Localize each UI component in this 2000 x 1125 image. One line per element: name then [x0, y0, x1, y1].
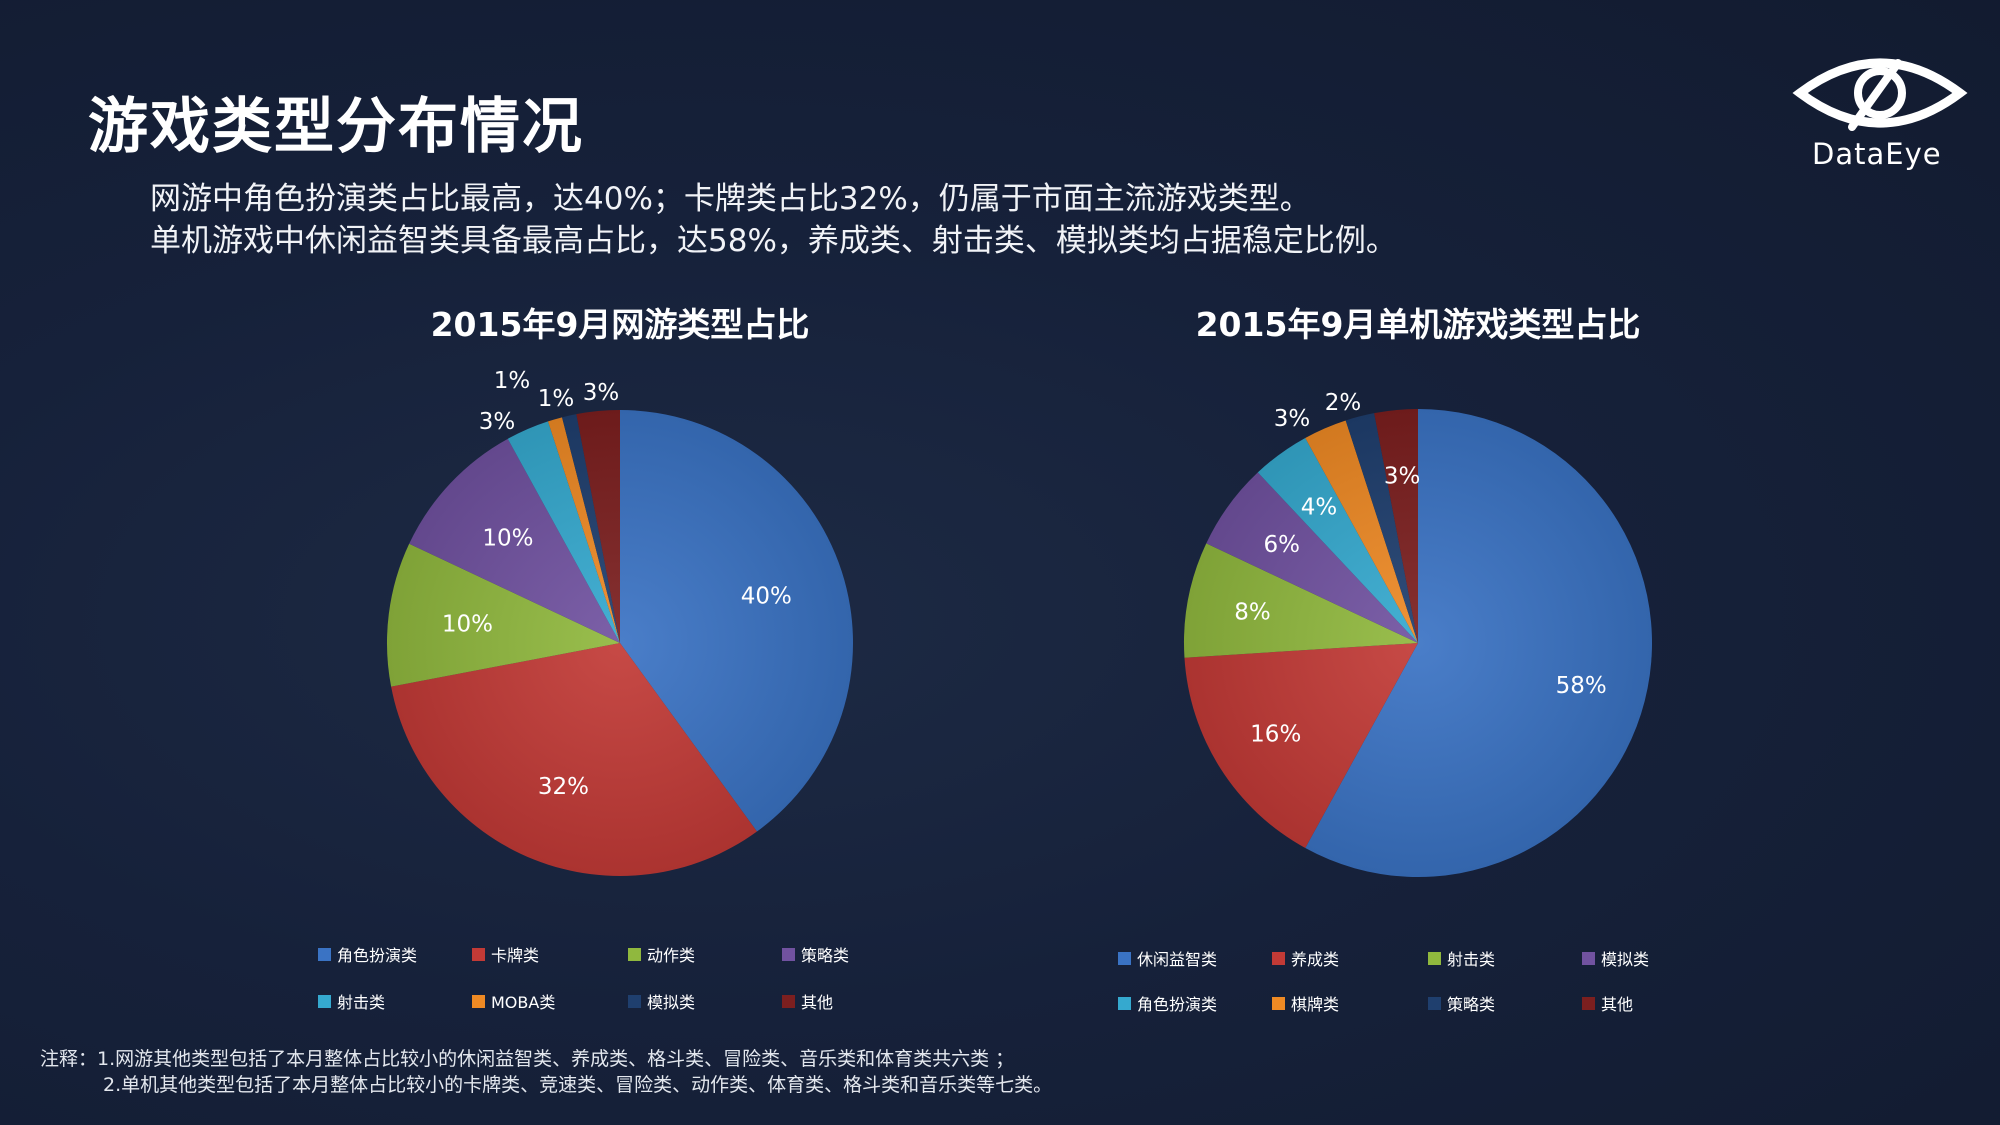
online-slice-6: [562, 414, 620, 643]
online-legend-item-7: 其他: [782, 989, 833, 1013]
single-slice-1: [1184, 643, 1418, 849]
single-data-label-7: 3%: [1384, 463, 1421, 489]
online-data-label-5: 1%: [494, 368, 531, 394]
dataeye-eye-icon: [1792, 58, 1968, 131]
legend-label: 其他: [1601, 995, 1634, 1014]
single-legend-item-5: 棋牌类: [1272, 991, 1339, 1015]
footnote: 注释：1.网游其他类型包括了本月整体占比较小的休闲益智类、养成类、格斗类、冒险类…: [40, 1046, 1052, 1098]
single-legend-item-3: 模拟类: [1582, 946, 1649, 970]
legend-label: MOBA类: [491, 993, 556, 1012]
legend-label: 模拟类: [1601, 950, 1650, 969]
legend-swatch: [782, 947, 795, 961]
online-slice-4: [507, 421, 620, 643]
legend-swatch: [472, 947, 485, 961]
legend-label: 动作类: [647, 946, 696, 965]
single-slice-4: [1257, 437, 1418, 643]
legend-swatch: [472, 994, 485, 1008]
legend-label: 其他: [801, 993, 834, 1012]
online-slice-7: [576, 410, 620, 643]
online-data-label-7: 3%: [583, 380, 620, 406]
online-data-label-6: 1%: [538, 386, 575, 412]
legend-label: 休闲益智类: [1137, 950, 1218, 969]
legend-swatch: [318, 994, 331, 1008]
single-slice-6: [1345, 413, 1418, 643]
legend-swatch: [1272, 951, 1285, 965]
legend-label: 卡牌类: [491, 946, 540, 965]
single-legend-item-2: 射击类: [1428, 946, 1495, 970]
online-data-label-1: 32%: [538, 774, 589, 800]
single-data-label-3: 6%: [1263, 532, 1300, 558]
dataeye-logo-text: DataEye: [1812, 137, 1942, 171]
legend-label: 射击类: [337, 993, 386, 1012]
legend-swatch: [1428, 996, 1441, 1010]
single-slice-5: [1305, 420, 1418, 643]
single-data-label-5: 3%: [1274, 406, 1311, 432]
single-slice-2: [1184, 543, 1418, 658]
legend-swatch: [628, 994, 641, 1008]
single-slice-3: [1206, 472, 1418, 643]
legend-label: 策略类: [801, 946, 850, 965]
single-data-label-2: 8%: [1234, 599, 1271, 625]
legend-swatch: [318, 947, 331, 961]
legend-swatch: [1428, 951, 1441, 965]
legend-label: 棋牌类: [1291, 995, 1340, 1014]
single-legend-item-0: 休闲益智类: [1118, 946, 1217, 970]
single-legend-item-4: 角色扮演类: [1118, 991, 1217, 1015]
online-legend-item-6: 模拟类: [628, 989, 695, 1013]
legend-label: 养成类: [1291, 950, 1340, 969]
description-line-1: 网游中角色扮演类占比最高，达40%；卡牌类占比32%，仍属于市面主流游戏类型。: [150, 181, 1311, 217]
online-legend-item-3: 策略类: [782, 942, 849, 966]
online-legend-item-0: 角色扮演类: [318, 942, 417, 966]
legend-label: 角色扮演类: [337, 946, 418, 965]
online-data-label-2: 10%: [442, 612, 493, 638]
description-line-2: 单机游戏中休闲益智类具备最高占比，达58%，养成类、射击类、模拟类均占据稳定比例…: [150, 223, 1397, 259]
online-slice-5: [547, 417, 620, 643]
page-title: 游戏类型分布情况: [88, 92, 584, 162]
single-data-label-6: 2%: [1325, 390, 1362, 416]
online-legend-item-1: 卡牌类: [472, 942, 539, 966]
footnote-line-1: 注释：1.网游其他类型包括了本月整体占比较小的休闲益智类、养成类、格斗类、冒险类…: [40, 1048, 1015, 1070]
single-chart-title: 2015年9月单机游戏类型占比: [1195, 305, 1641, 344]
single-legend-item-1: 养成类: [1272, 946, 1339, 970]
legend-label: 角色扮演类: [1137, 995, 1218, 1014]
footnote-line-2: 2.单机其他类型包括了本月整体占比较小的卡牌类、竞速类、冒险类、动作类、体育类、…: [103, 1074, 1053, 1096]
legend-swatch: [782, 994, 795, 1008]
single-legend-item-6: 策略类: [1428, 991, 1495, 1015]
legend-label: 模拟类: [647, 993, 696, 1012]
legend-swatch: [1582, 951, 1595, 965]
online-slice-0: [620, 410, 853, 832]
online-data-label-3: 10%: [482, 526, 533, 552]
single-legend-item-7: 其他: [1582, 991, 1633, 1015]
legend-swatch: [1118, 951, 1131, 965]
online-slice-1: [391, 643, 757, 876]
single-slice-0: [1305, 409, 1652, 877]
online-slice-2: [387, 543, 620, 687]
online-legend-item-2: 动作类: [628, 942, 695, 966]
online-legend-item-4: 射击类: [318, 989, 385, 1013]
single-data-label-4: 4%: [1301, 495, 1338, 521]
online-data-label-4: 3%: [479, 409, 516, 435]
page-description: 网游中角色扮演类占比最高，达40%；卡牌类占比32%，仍属于市面主流游戏类型。 …: [150, 178, 1397, 262]
legend-label: 策略类: [1447, 995, 1496, 1014]
legend-swatch: [1118, 996, 1131, 1010]
online-legend-item-5: MOBA类: [472, 989, 555, 1013]
legend-swatch: [628, 947, 641, 961]
online-slice-3: [409, 438, 620, 643]
online-chart-title: 2015年9月网游类型占比: [430, 305, 810, 344]
legend-swatch: [1272, 996, 1285, 1010]
single-slice-7: [1374, 409, 1418, 643]
online-data-label-0: 40%: [741, 583, 792, 609]
legend-label: 射击类: [1447, 950, 1496, 969]
single-data-label-1: 16%: [1250, 721, 1301, 747]
legend-swatch: [1582, 996, 1595, 1010]
single-data-label-0: 58%: [1556, 673, 1607, 699]
